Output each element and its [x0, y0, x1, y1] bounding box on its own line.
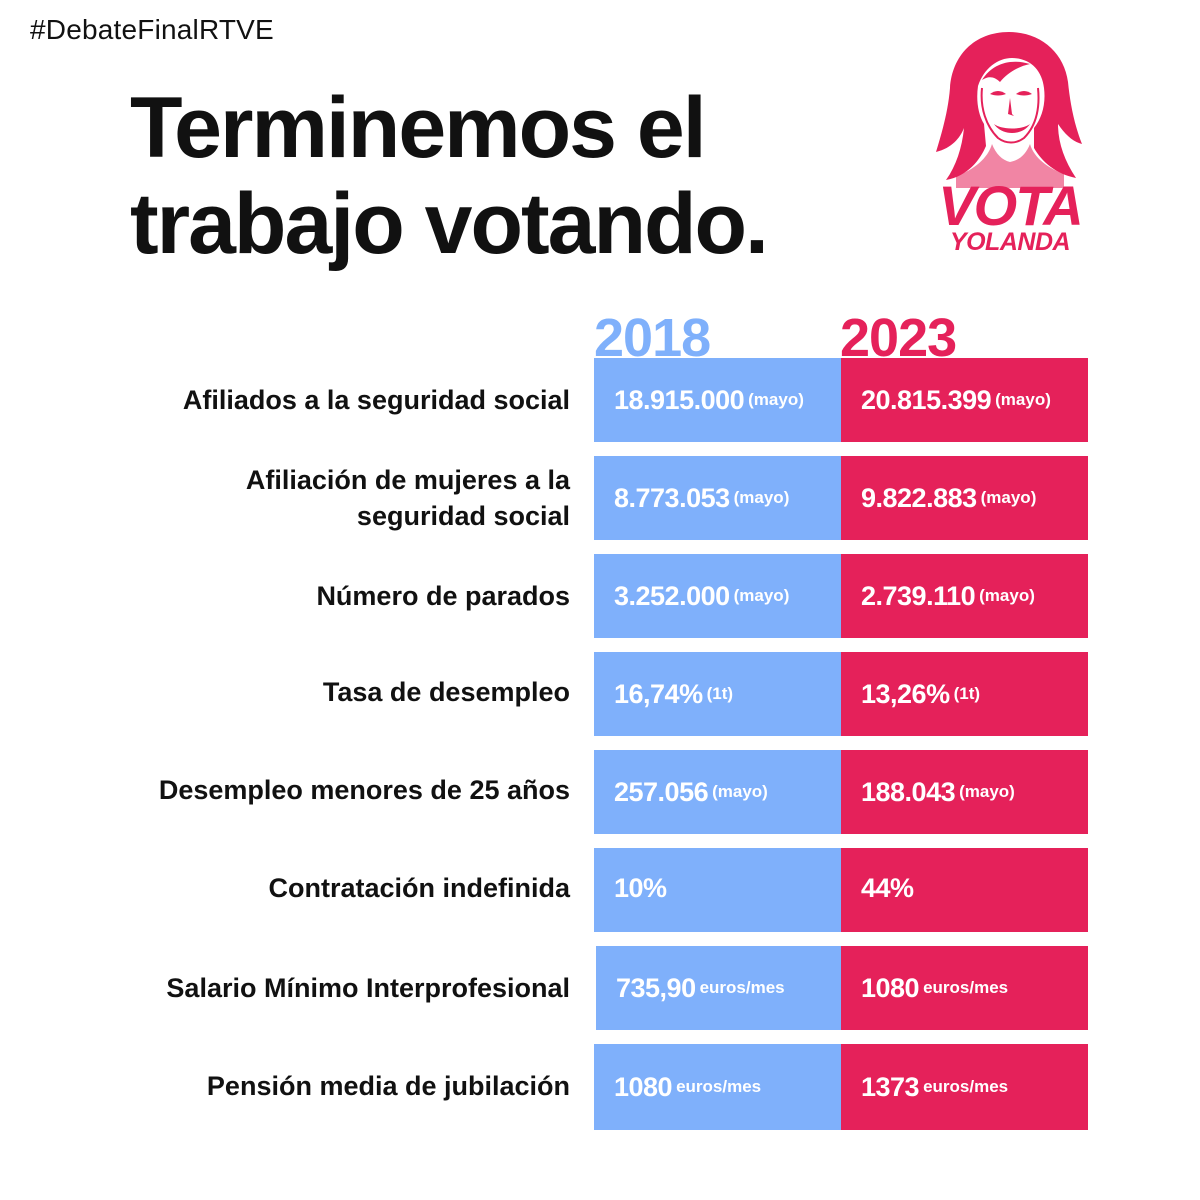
value-2018: 257.056 [614, 776, 709, 807]
table-row: Afiliados a la seguridad social 18.915.0… [0, 358, 1200, 442]
value-2018: 8.773.053 [614, 482, 730, 513]
value-2018: 10% [614, 872, 667, 903]
note-2023: (mayo) [959, 782, 1015, 801]
value-2023: 188.043 [861, 776, 956, 807]
note-2023: (mayo) [980, 488, 1037, 507]
table-row: Tasa de desempleo 16,74% (1t) 13,26% (1t) [0, 652, 1200, 736]
value-2023: 13,26% [861, 678, 950, 709]
cell-2018: 10% [594, 848, 841, 932]
cell-2018: 1080 euros/mes [594, 1044, 841, 1130]
cell-2018: 16,74% (1t) [594, 652, 841, 736]
cell-2018: 735,90 euros/mes [596, 946, 841, 1030]
vota-text: VOTA [938, 174, 1083, 237]
cell-2023: 2.739.110 (mayo) [841, 554, 1088, 638]
cell-2023: 1373 euros/mes [841, 1044, 1088, 1130]
hashtag: #DebateFinalRTVE [30, 14, 274, 45]
cell-2023: 20.815.399 (mayo) [841, 358, 1088, 442]
cell-2018: 3.252.000 (mayo) [594, 554, 841, 638]
yolanda-text: YOLANDA [949, 228, 1071, 256]
value-2023: 20.815.399 [861, 384, 992, 415]
note-2018: (mayo) [733, 586, 790, 605]
headline-line-1: Terminemos el [130, 80, 707, 176]
row-label: Afiliación de mujeres a la seguridad soc… [245, 465, 570, 531]
table-row: Pensión media de jubilación 1080 euros/me… [0, 1044, 1200, 1130]
vota-yolanda-logo: VOTA YOLANDA [928, 28, 1088, 264]
table-row: Salario Mínimo Interprofesional 735,90 eu… [0, 946, 1200, 1030]
row-label: Afiliados a la seguridad social [182, 385, 570, 415]
note-2018: (mayo) [733, 488, 790, 507]
cell-2023: 9.822.883 (mayo) [841, 456, 1088, 540]
value-2023: 44% [861, 872, 914, 903]
cell-2023: 44% [841, 848, 1088, 932]
table-row: Número de parados 3.252.000 (mayo) 2.739.… [0, 554, 1200, 638]
portrait-illustration-icon [936, 32, 1082, 188]
note-2023: (mayo) [979, 586, 1035, 605]
row-label: Salario Mínimo Interprofesional [166, 973, 570, 1003]
note-2018: euros/mes [676, 1077, 762, 1096]
row-label: Pensión media de jubilación [206, 1071, 570, 1101]
table-row: Contratación indefinida 10% 44% [0, 848, 1200, 932]
cell-2018: 18.915.000 (mayo) [594, 358, 841, 442]
row-label: Desempleo menores de 25 años [158, 775, 570, 805]
value-2023: 1080 [861, 972, 920, 1003]
cell-2018: 257.056 (mayo) [594, 750, 841, 834]
row-label: Contratación indefinida [268, 873, 570, 903]
value-2023: 1373 [861, 1071, 920, 1102]
table-row: Desempleo menores de 25 años 257.056 (may… [0, 750, 1200, 834]
value-2023: 9.822.883 [861, 482, 977, 513]
row-label: Tasa de desempleo [322, 677, 570, 707]
value-2023: 2.739.110 [861, 580, 976, 611]
value-2018: 16,74% [614, 678, 703, 709]
cell-2018: 8.773.053 (mayo) [594, 456, 841, 540]
value-2018: 3.252.000 [614, 580, 730, 611]
note-2018: (1t) [706, 684, 734, 703]
note-2018: (mayo) [712, 782, 768, 801]
table-row: Afiliación de mujeres a la seguridad soc… [0, 456, 1200, 540]
note-2018: euros/mes [699, 978, 785, 997]
value-2018: 1080 [614, 1071, 673, 1102]
cell-2023: 13,26% (1t) [841, 652, 1088, 736]
note-2023: (mayo) [995, 390, 1051, 409]
cell-2023: 1080 euros/mes [841, 946, 1088, 1030]
headline: Terminemos el trabajo votando. [130, 80, 870, 272]
note-2023: euros/mes [923, 1077, 1009, 1096]
note-2023: (1t) [953, 684, 981, 703]
headline-line-2: trabajo votando. [130, 176, 769, 272]
note-2018: (mayo) [748, 390, 804, 409]
value-2018: 18.915.000 [614, 384, 745, 415]
value-2018: 735,90 [616, 972, 696, 1003]
row-label: Número de parados [316, 581, 570, 611]
note-2023: euros/mes [923, 978, 1009, 997]
cell-2023: 188.043 (mayo) [841, 750, 1088, 834]
